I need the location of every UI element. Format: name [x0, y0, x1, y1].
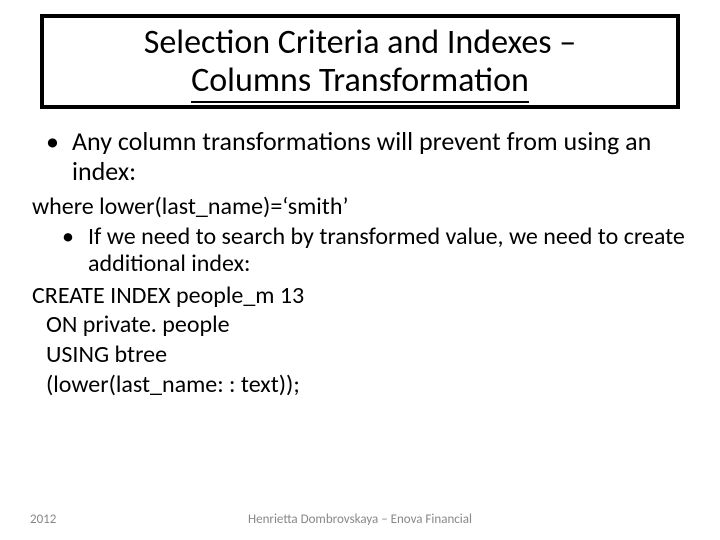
code-line-2: CREATE INDEX people_m 13: [28, 282, 692, 310]
title-box: Selection Criteria and Indexes – Columns…: [40, 14, 680, 109]
title-line-2-text: Columns Transformation: [191, 62, 529, 103]
title-line-2: Columns Transformation: [54, 62, 666, 103]
code-line-1: where lower(last_name)=‘smith’: [28, 193, 692, 221]
code-line-4: USING btree: [28, 341, 692, 369]
bullet-sub-1: If we need to search by transformed valu…: [28, 223, 692, 278]
bullet-main-1: Any column transformations will prevent …: [28, 127, 692, 187]
code-line-3: ON private. people: [28, 311, 692, 339]
footer-author: Henrietta Dombrovskaya – Enova Financial: [0, 512, 720, 527]
slide-body: Any column transformations will prevent …: [28, 127, 692, 398]
title-line-1: Selection Criteria and Indexes –: [54, 24, 666, 62]
slide: Selection Criteria and Indexes – Columns…: [0, 0, 720, 540]
code-line-5: (lower(last_name: : text));: [28, 371, 692, 399]
